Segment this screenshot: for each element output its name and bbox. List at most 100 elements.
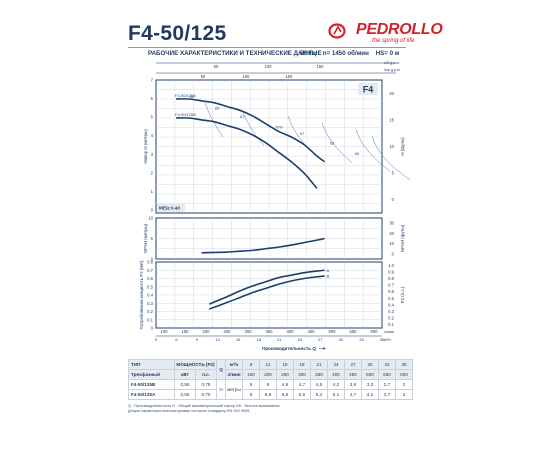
us-tick-label: 150 (285, 74, 293, 79)
col-q-unit2: л/мин (225, 369, 243, 380)
power-curve-b (209, 275, 325, 310)
m3h-tick-label: 30 (339, 337, 344, 342)
m3h-tick-label: 33 (359, 337, 364, 342)
lmin-tick-label: 450 (308, 329, 316, 334)
q-m3h: 24 (327, 359, 345, 370)
head-series-label: F4-50/125B (175, 112, 196, 117)
col-q-unit1: м³/ч (225, 359, 243, 370)
efficiency-label: 65 (330, 142, 334, 146)
row-h: 5 (259, 379, 277, 390)
lmin-tick-label: 100 (161, 329, 169, 334)
imp-tick-label: 100 (264, 64, 272, 69)
efficiency-label: 67 (240, 115, 244, 119)
power-y-tick-label-right: 0.8 (388, 276, 394, 281)
col-type: ТИП (128, 359, 175, 370)
power-y-tick-label-right: 0.2 (388, 316, 394, 321)
col-hp: л.с. (195, 369, 217, 380)
power-y-tick-label-right: 0.1 (388, 322, 394, 327)
col-kw: кВт (174, 369, 196, 380)
row-h: 3,8 (344, 379, 362, 390)
row-h: 4,9 (276, 379, 294, 390)
spec-table: ТИП МОЩНОСТЬ (P2) Q м³/ч 9 12 15 18 21 2… (128, 359, 413, 400)
row-hp: 0,75 (195, 379, 217, 390)
table-header-row: ТИП МОЩНОСТЬ (P2) Q м³/ч 9 12 15 18 21 2… (128, 359, 413, 380)
lmin-tick-label: 300 (245, 329, 253, 334)
power-y-tick-label-right: 0.6 (388, 289, 394, 294)
lmin-tick-label: 600 (371, 329, 379, 334)
head-y-tick-label: 0 (151, 208, 154, 213)
m3h-tick-label: 15 (236, 337, 241, 342)
efficiency-iso-line (355, 129, 391, 172)
head-y-tick-label: 4 (151, 133, 154, 138)
head-y-tick-label-right: 0 (392, 197, 395, 202)
table-header-row: Трёхфазный кВт л.с. л/мин 150 200 250 30… (128, 369, 413, 380)
power-y-tick-label: 0.6 (147, 276, 153, 281)
row-h: 5,6 (293, 389, 311, 400)
m3h-tick-label: 27 (318, 337, 323, 342)
row-model: F4-50/125B (128, 379, 175, 390)
head-series-label: F4-50/125A (175, 93, 196, 98)
brand-name: PEDROLLO (356, 21, 443, 38)
npsh-y-tick-label-right: 30 (389, 221, 394, 226)
power-y-tick-label: 0 (151, 326, 154, 331)
lmin-tick-label: 550 (350, 329, 358, 334)
table-row: F4-50/125A 0,55 0,75 6 5,9 5,8 5,6 5,4 5… (128, 389, 413, 400)
mei-box (157, 203, 185, 212)
head-y-tick-label-right: 5 (392, 171, 395, 176)
power-y-tick-label: 0.3 (147, 301, 153, 306)
power-y-tick-label-right: 1.0 (388, 263, 394, 268)
col-q: Q (216, 359, 226, 380)
row-hp: 0,75 (195, 389, 217, 400)
npsh-ylabel-right: NPSH (футы) (400, 224, 405, 252)
m3h-tick-label: 21 (277, 337, 282, 342)
model-badge-label: F4 (363, 85, 374, 95)
lmin-tick-label: 250 (224, 329, 232, 334)
efficiency-iso-line (321, 122, 353, 163)
col-h: H (216, 379, 226, 400)
efficiency-iso-line (204, 102, 224, 138)
power-ylabel: Потребляемая мощность P2 (кВт) (139, 260, 144, 330)
power-y-tick-label: 0.8 (147, 260, 153, 265)
power-y-tick-label: 0.1 (147, 317, 153, 322)
m3h-tick-label: 18 (257, 337, 262, 342)
q-m3h: 21 (310, 359, 328, 370)
efficiency-iso-line (371, 135, 411, 180)
mei-label: MEI≥ 0.40 (159, 206, 180, 211)
power-y-tick-label: 0.2 (147, 309, 153, 314)
npsh-ylabel: NPSH (метры) (143, 223, 148, 253)
npsh-y-tick-label-right: 10 (389, 241, 394, 246)
lmin-unit-label: л/мин (384, 330, 394, 334)
npsh-y-tick-label: 5 (151, 236, 154, 241)
head-y-tick-label: 6 (151, 96, 154, 101)
row-h: 5,8 (276, 389, 294, 400)
q-lmin: 400 (327, 369, 345, 380)
pedrollo-logo-icon (328, 23, 346, 39)
row-h: 4,7 (344, 389, 362, 400)
q-lmin: 200 (259, 369, 277, 380)
row-model: F4-50/125A (128, 389, 175, 400)
m3h-tick-label: 6 (175, 337, 178, 342)
imp-tick-label: 50 (214, 64, 219, 69)
arrow-icon (319, 346, 327, 351)
chart-header-title: РАБОЧИЕ ХАРАКТЕРИСТИКИ И ТЕХНИЧЕСКИЕ ДАН… (148, 50, 322, 57)
npsh-y-tick-label: 10 (148, 216, 153, 221)
q-lmin: 500 (361, 369, 379, 380)
npsh-curve (201, 237, 325, 254)
power-ylabel-right: P2 (л.с.) (400, 286, 405, 303)
power-y-tick-label-right: 0.7 (388, 283, 394, 288)
power-y-tick-label-right: 0.9 (388, 269, 394, 274)
col-three-phase: Трёхфазный (128, 369, 175, 380)
power-series-label: B (327, 274, 330, 279)
efficiency-label: 67 (300, 132, 304, 136)
power-y-tick-label-right: 0.3 (388, 309, 394, 314)
q-m3h: 18 (293, 359, 311, 370)
efficiency-label: 60 (355, 152, 359, 156)
model-title: F4-50/125 (128, 22, 227, 45)
npsh-y-tick-label-right: 20 (389, 231, 394, 236)
row-kw: 0,55 (174, 389, 196, 400)
table-row: F4-50/125B 0,55 0,75 H метры 5 5 4,9 4,7… (128, 379, 413, 400)
lmin-tick-label: 350 (266, 329, 274, 334)
power-curve-a (208, 269, 325, 305)
model-badge (358, 83, 378, 95)
